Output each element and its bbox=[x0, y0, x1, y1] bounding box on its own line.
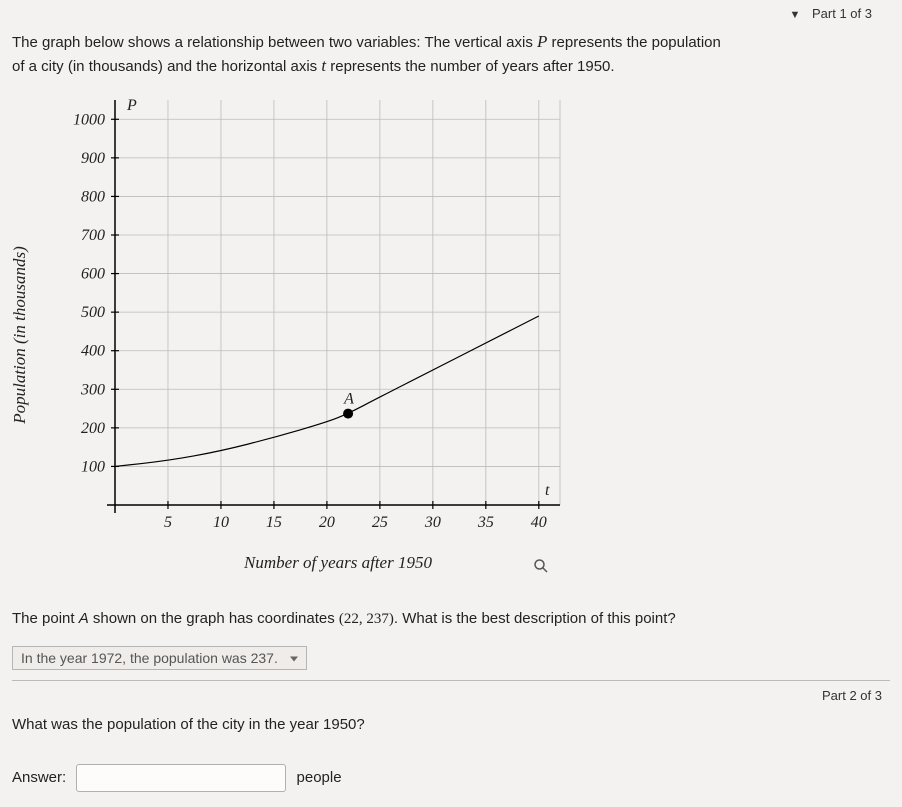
svg-text:P: P bbox=[126, 97, 137, 114]
intro-text-1b: represents the population bbox=[547, 34, 720, 51]
svg-text:35: 35 bbox=[477, 514, 494, 531]
part-1-label: Part 1 of 3 bbox=[812, 6, 872, 21]
svg-text:700: 700 bbox=[81, 227, 105, 244]
problem-intro: The graph below shows a relationship bet… bbox=[12, 30, 890, 78]
chart-container: Population (in thousands) 51015202530354… bbox=[30, 85, 590, 585]
question-point-description: The point A shown on the graph has coord… bbox=[12, 610, 890, 681]
part-1-header: ▼ Part 1 of 3 bbox=[790, 6, 873, 21]
x-axis-label: Number of years after 1950 bbox=[244, 553, 432, 573]
intro-text-2b: represents the number of years after 195… bbox=[326, 58, 615, 75]
q2-prefix: The point bbox=[12, 610, 79, 627]
var-P: P bbox=[537, 32, 547, 51]
magnify-icon[interactable] bbox=[532, 557, 550, 575]
svg-text:20: 20 bbox=[319, 514, 335, 531]
svg-text:900: 900 bbox=[81, 150, 105, 167]
answer-row: Answer: people bbox=[12, 764, 342, 792]
svg-text:600: 600 bbox=[81, 266, 105, 283]
svg-text:1000: 1000 bbox=[73, 111, 105, 128]
section-divider bbox=[12, 680, 890, 681]
select-value: In the year 1972, the population was 237… bbox=[21, 650, 278, 666]
q3-text: What was the population of the city in t… bbox=[12, 716, 365, 733]
description-select[interactable]: In the year 1972, the population was 237… bbox=[12, 646, 307, 670]
part-2-header: Part 2 of 3 bbox=[822, 688, 882, 703]
answer-input[interactable] bbox=[76, 764, 286, 792]
intro-text-2a: of a city (in thousands) and the horizon… bbox=[12, 58, 321, 75]
y-axis-label: Population (in thousands) bbox=[10, 246, 30, 424]
svg-text:15: 15 bbox=[266, 514, 282, 531]
svg-text:A: A bbox=[343, 391, 354, 408]
svg-text:30: 30 bbox=[424, 514, 441, 531]
answer-label: Answer: bbox=[12, 769, 66, 786]
svg-text:40: 40 bbox=[531, 514, 547, 531]
q2-mid: shown on the graph has coordinates bbox=[89, 610, 339, 627]
svg-text:800: 800 bbox=[81, 188, 105, 205]
population-chart: 5 10 15 20 25 30 35 40 100 200 300 400 500 600 700 800 9… bbox=[60, 85, 580, 555]
svg-text:300: 300 bbox=[80, 381, 105, 398]
svg-text:100: 100 bbox=[81, 458, 105, 475]
svg-text:5: 5 bbox=[164, 514, 172, 531]
svg-text:t: t bbox=[545, 482, 550, 499]
intro-text-1a: The graph below shows a relationship bet… bbox=[12, 34, 537, 51]
svg-text:500: 500 bbox=[81, 304, 105, 321]
svg-text:10: 10 bbox=[213, 514, 229, 531]
svg-text:400: 400 bbox=[81, 343, 105, 360]
q2-text: The point A shown on the graph has coord… bbox=[12, 610, 890, 628]
question-population-1950: What was the population of the city in t… bbox=[12, 716, 365, 733]
q2-A: A bbox=[79, 610, 89, 627]
answer-unit: people bbox=[297, 769, 342, 786]
svg-text:25: 25 bbox=[372, 514, 388, 531]
q2-coords: (22, 237) bbox=[339, 611, 394, 627]
q2-suffix: . What is the best description of this p… bbox=[394, 610, 676, 627]
triangle-down-icon[interactable]: ▼ bbox=[790, 9, 801, 21]
svg-text:200: 200 bbox=[81, 420, 105, 437]
